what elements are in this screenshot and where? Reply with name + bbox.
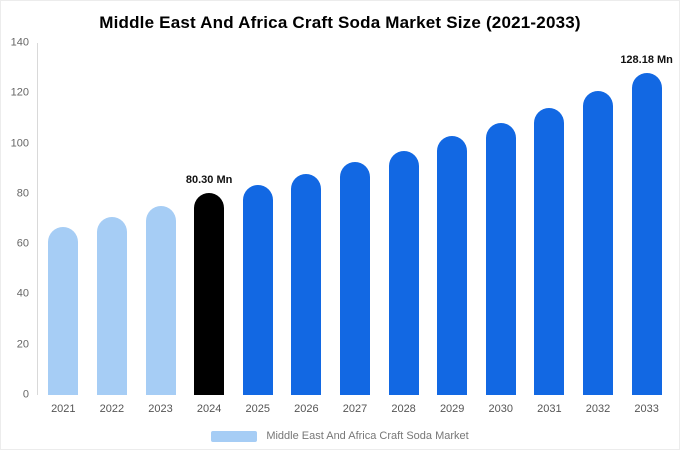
y-tick-label: 60	[16, 237, 29, 250]
bar-column-2021: 2021	[39, 43, 88, 415]
chart-title: Middle East And Africa Craft Soda Market…	[99, 13, 581, 32]
bar-value-label: 128.18 Mn	[620, 53, 673, 66]
y-tick-label: 120	[10, 86, 29, 99]
bar-2022	[96, 216, 127, 395]
bar-2031	[534, 108, 565, 395]
y-tick-label: 80	[16, 187, 29, 200]
bar-column-2025: 2025	[233, 43, 282, 415]
x-tick-label: 2028	[391, 403, 416, 415]
x-tick-label: 2021	[51, 403, 76, 415]
bar-2030	[485, 123, 516, 395]
bar-2024	[194, 193, 225, 395]
y-tick-label: 0	[22, 388, 29, 401]
legend-swatch	[211, 430, 258, 442]
bar-column-2024: 2024 80.30 Mn	[185, 43, 234, 415]
bar-2029	[437, 136, 468, 395]
bar-column-2023: 2023	[136, 43, 185, 415]
y-axis-line	[37, 43, 38, 395]
x-tick-label: 2029	[439, 403, 465, 415]
bar-2025	[242, 185, 273, 395]
bar-2028	[388, 151, 419, 395]
x-tick-label: 2025	[245, 403, 270, 415]
bar-column-2026: 2026	[282, 43, 331, 415]
bar-2023	[145, 206, 176, 395]
y-axis: 0 20 40 60 80 100 120 140	[1, 37, 31, 400]
bar-2033	[631, 72, 662, 395]
x-tick-label: 2027	[342, 403, 368, 415]
bar-2032	[583, 90, 613, 395]
bar-column-2027: 2027	[331, 43, 380, 415]
legend-label: Middle East And Africa Craft Soda Market	[266, 430, 469, 442]
bar-column-2030: 2030	[476, 43, 525, 415]
x-tick-label: 2022	[99, 403, 125, 415]
x-tick-label: 2024	[196, 403, 222, 415]
bar-column-2029: 2029	[428, 43, 477, 415]
bar-column-2022: 2022	[88, 43, 137, 415]
bars-container: 2021 2022 2023 2024 80.30 Mn 2025 2026 2027 2028…	[39, 43, 673, 415]
bar-value-label: 80.30 Mn	[185, 174, 233, 187]
x-tick-label: 2023	[148, 403, 173, 415]
bar-2027	[339, 162, 370, 395]
bar-column-2028: 2028	[379, 43, 428, 415]
x-tick-label: 2026	[294, 403, 319, 415]
bar-2026	[291, 173, 322, 395]
bar-column-2032: 2032	[574, 43, 623, 415]
x-tick-label: 2031	[537, 403, 562, 415]
bar-2021	[48, 226, 79, 395]
y-tick-label: 40	[16, 287, 29, 300]
y-tick-label: 20	[16, 338, 29, 351]
y-tick-label: 100	[10, 137, 29, 150]
bar-column-2033: 2033 128.18 Mn	[620, 43, 673, 415]
bar-column-2031: 2031	[525, 43, 574, 415]
legend: Middle East And Africa Craft Soda Market	[1, 430, 679, 442]
y-tick-label: 140	[10, 36, 29, 49]
x-tick-label: 2032	[585, 403, 611, 415]
x-tick-label: 2030	[488, 403, 514, 415]
x-tick-label: 2033	[634, 403, 659, 415]
